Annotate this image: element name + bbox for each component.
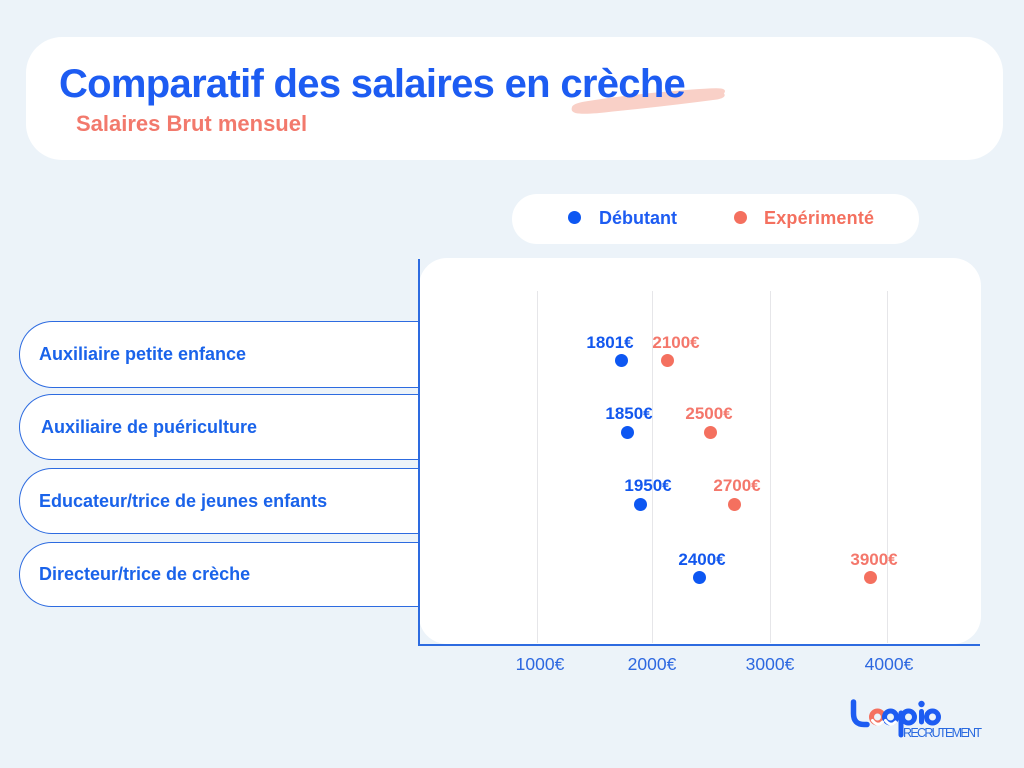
svg-text:RECRUTEMENT: RECRUTEMENT xyxy=(903,726,982,740)
